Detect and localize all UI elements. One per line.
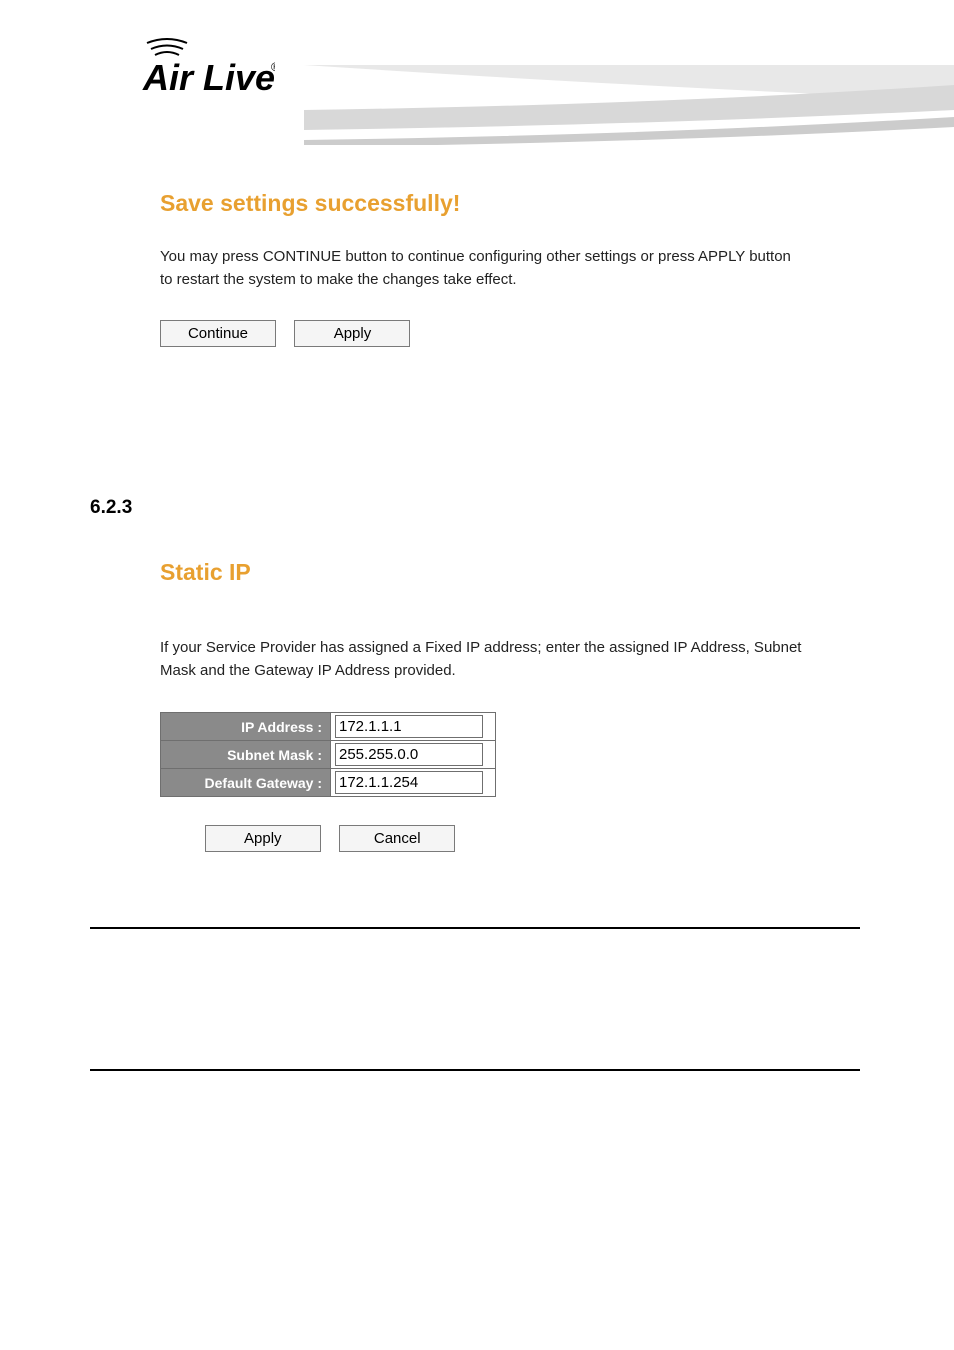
subnet-mask-cell xyxy=(331,741,496,769)
svg-text:Air Live: Air Live xyxy=(142,57,275,98)
subnet-mask-label: Subnet Mask : xyxy=(161,741,331,769)
airlive-logo: Air Live ® xyxy=(75,35,275,110)
static-ip-description: If your Service Provider has assigned a … xyxy=(160,636,840,683)
static-ip-apply-button[interactable]: Apply xyxy=(205,825,321,852)
header-swoosh-graphic xyxy=(304,55,954,145)
section-number: 6.2.3 xyxy=(90,497,864,519)
static-ip-table: IP Address : Subnet Mask : Default Gatew… xyxy=(160,712,496,797)
table-row: Default Gateway : xyxy=(161,769,496,797)
save-settings-panel: Save settings successfully! You may pres… xyxy=(90,150,864,347)
static-ip-heading: Static IP xyxy=(160,559,864,586)
table-row: IP Address : xyxy=(161,713,496,741)
default-gateway-cell xyxy=(331,769,496,797)
ip-address-cell xyxy=(331,713,496,741)
page-content: Save settings successfully! You may pres… xyxy=(0,150,954,1071)
default-gateway-label: Default Gateway : xyxy=(161,769,331,797)
save-settings-heading: Save settings successfully! xyxy=(160,190,864,217)
page-header: Air Live ® xyxy=(0,0,954,150)
save-settings-description: You may press CONTINUE button to continu… xyxy=(160,245,800,292)
ip-address-input[interactable] xyxy=(335,715,483,738)
table-row: Subnet Mask : xyxy=(161,741,496,769)
svg-text:®: ® xyxy=(271,60,275,74)
static-ip-panel: Static IP If your Service Provider has a… xyxy=(90,519,864,853)
horizontal-rule xyxy=(90,927,860,929)
ip-address-label: IP Address : xyxy=(161,713,331,741)
save-settings-button-row: Continue Apply xyxy=(160,320,864,347)
default-gateway-input[interactable] xyxy=(335,771,483,794)
static-ip-button-row: Apply Cancel xyxy=(160,825,500,852)
continue-button[interactable]: Continue xyxy=(160,320,276,347)
subnet-mask-input[interactable] xyxy=(335,743,483,766)
cancel-button[interactable]: Cancel xyxy=(339,825,455,852)
horizontal-rule xyxy=(90,1069,860,1071)
apply-button[interactable]: Apply xyxy=(294,320,410,347)
